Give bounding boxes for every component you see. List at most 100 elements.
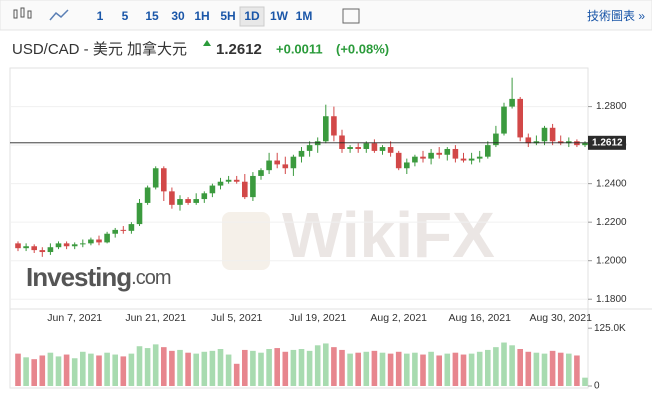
candle-body: [201, 193, 208, 200]
candle-body: [436, 152, 442, 155]
candle-body: [371, 143, 378, 151]
volume-bar: [31, 359, 37, 386]
volume-bar: [47, 352, 54, 386]
interval-button[interactable]: 1D: [244, 9, 260, 23]
candle-body: [566, 141, 572, 144]
change-pct: (+0.08%): [336, 41, 389, 56]
volume-bar: [88, 353, 94, 386]
volume-bar: [444, 353, 451, 386]
interval-button[interactable]: 1W: [270, 9, 289, 23]
volume-bar: [250, 350, 256, 386]
volume-bar: [290, 349, 297, 386]
candle-body: [71, 244, 78, 247]
volume-bar: [493, 347, 499, 386]
volume-bar: [161, 347, 167, 386]
candle-body: [460, 158, 467, 161]
candle-body: [177, 199, 183, 205]
candle-body: [169, 191, 175, 205]
candle-body: [582, 142, 588, 146]
candle-body: [452, 148, 459, 159]
candle-body: [339, 135, 345, 149]
candle-body: [225, 179, 232, 182]
plot-frame: [9, 67, 589, 389]
candle-body: [485, 145, 491, 157]
volume-bar: [339, 349, 345, 386]
candle-body: [274, 160, 280, 165]
y-tick-label: 1.2000: [596, 255, 627, 266]
chart-link[interactable]: 技術圖表 »: [587, 9, 645, 23]
candle-body: [509, 98, 515, 107]
volume-bar: [460, 354, 467, 386]
interval-button[interactable]: 5H: [220, 9, 235, 23]
change: +0.0011: [276, 41, 323, 56]
volume-bar: [193, 353, 199, 386]
volume-bar: [501, 342, 507, 386]
volume-bar: [23, 357, 29, 386]
interval-button[interactable]: 30: [171, 9, 185, 23]
volume-bar: [485, 349, 491, 386]
volume-bar: [201, 351, 208, 386]
candle-body: [331, 116, 337, 136]
volume-bar: [225, 354, 232, 386]
price-label-bg: [588, 135, 626, 150]
candle-icon[interactable]: [13, 7, 32, 19]
candle-body: [298, 150, 305, 157]
volume-bar: [209, 350, 216, 386]
logo: Investing.com: [26, 262, 171, 292]
volume-bar: [282, 351, 289, 386]
y-tick-label: 1.2400: [596, 178, 627, 189]
volume-bar: [258, 352, 264, 386]
y-tick-label: 1.2800: [596, 101, 627, 112]
candle-body: [533, 141, 540, 144]
table-icon[interactable]: [342, 8, 360, 24]
volume-bar: [233, 363, 240, 386]
volume-bar: [420, 354, 426, 386]
candle-body: [112, 229, 118, 234]
volume-bar: [468, 353, 475, 386]
volume-bar: [582, 377, 588, 386]
candle-body: [347, 147, 353, 149]
candle-body: [104, 233, 110, 243]
interval-button[interactable]: 5: [122, 9, 129, 23]
candle-body: [379, 147, 386, 151]
watermark-shield: [222, 212, 270, 270]
candle-body: [250, 175, 256, 198]
volume-bar: [574, 355, 580, 386]
volume-bar: [331, 347, 337, 386]
candle-body: [39, 250, 46, 253]
volume-bar: [509, 345, 515, 386]
candle-body: [96, 239, 102, 243]
y-tick-label: 1.2200: [596, 217, 627, 228]
volume-bar: [549, 350, 556, 386]
interval-button[interactable]: 15: [145, 9, 159, 23]
candle-body: [355, 147, 361, 149]
x-tick-label: Aug 30, 2021: [529, 312, 592, 324]
candle-body: [517, 98, 523, 138]
interval-button[interactable]: 1H: [194, 9, 209, 23]
volume-bar: [533, 352, 540, 386]
volume-bar: [566, 353, 572, 386]
volume-bar: [144, 348, 151, 386]
volume-bar: [136, 346, 143, 386]
interval-button[interactable]: 1M: [296, 9, 313, 23]
volume-bar: [517, 349, 523, 386]
candle-body: [290, 156, 297, 169]
candle-body: [63, 243, 70, 247]
line-icon[interactable]: [49, 9, 69, 21]
interval-button[interactable]: 1: [97, 9, 104, 23]
toolbar: [0, 0, 652, 31]
volume-bar: [347, 353, 353, 386]
candle-body: [209, 185, 216, 194]
candle-body: [80, 243, 86, 245]
volume-bar: [274, 348, 280, 386]
candle-body: [161, 168, 167, 192]
volume-bar: [541, 353, 548, 386]
candle-body: [15, 243, 21, 249]
candle-body: [88, 239, 94, 244]
volume-bar: [185, 352, 191, 386]
volume-bar: [371, 350, 378, 386]
volume-bar: [363, 351, 370, 386]
price: 1.2612: [216, 41, 262, 58]
volume-bar: [355, 352, 361, 386]
